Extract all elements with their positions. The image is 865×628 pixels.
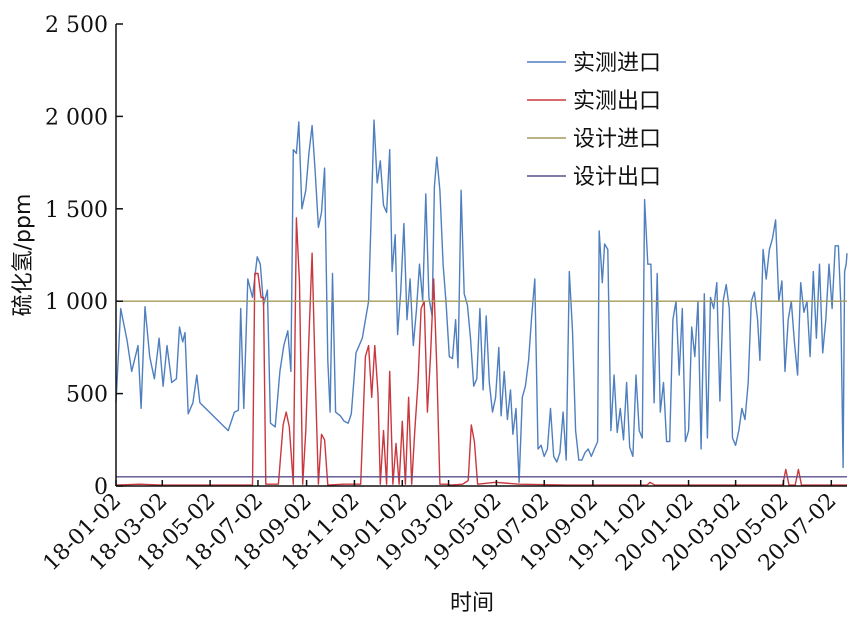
series-line-1 [115,217,847,486]
axes-layer [115,24,847,487]
legend-label: 实测进口 [573,51,661,76]
y-tick-label: 2 500 [45,13,108,38]
y-axis-ticks: 0 500 1 000 1 500 2 000 2 500 [45,13,123,500]
legend-label: 设计进口 [573,127,661,152]
y-tick-label: 1 500 [45,198,108,223]
y-tick-label: 500 [66,383,108,408]
x-axis-title: 时间 [450,591,494,616]
x-axis-ticks: 18-01-0218-03-0218-05-0218-07-0218-09-02… [39,480,842,576]
legend-label: 实测出口 [573,89,661,114]
legend-label: 设计出口 [573,165,661,190]
y-tick-label: 1 000 [45,290,108,315]
series-line-0 [115,119,848,483]
y-axis-title: 硫化氢/ppm [11,194,36,317]
series-layer [115,119,848,486]
y-tick-label: 0 [94,475,108,500]
y-tick-label: 2 000 [45,105,108,130]
